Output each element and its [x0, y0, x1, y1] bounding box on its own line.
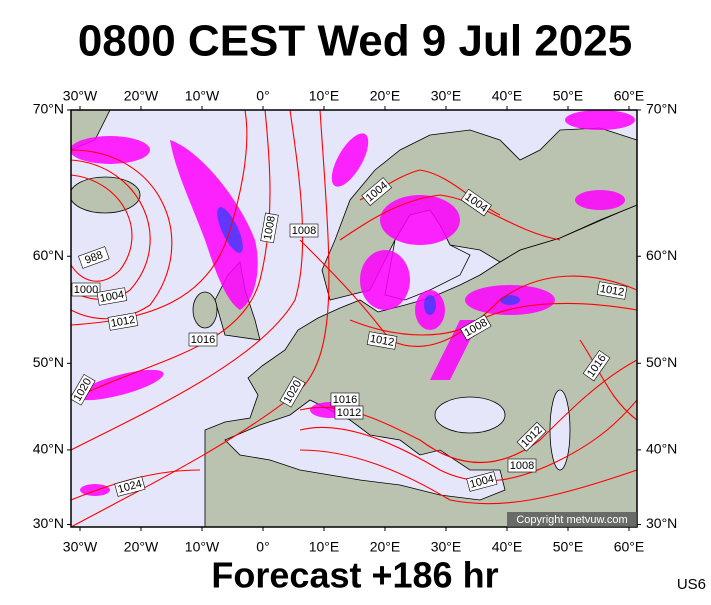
isobar-label: 1008 [289, 223, 319, 238]
lat-tick-label: 50°N [646, 354, 677, 370]
model-code: US6 [677, 576, 706, 593]
isobar-label-box [507, 458, 537, 473]
isobar-label-box [260, 212, 279, 244]
lat-tick-label: 70°N [33, 101, 64, 117]
lat-tick-label: 30°N [33, 515, 64, 531]
lon-tick-label: 50°E [553, 539, 584, 555]
isobar-label: 1004 [466, 471, 498, 492]
isobar-label-box [71, 282, 101, 297]
isobar-label: 1008 [260, 212, 279, 244]
isobar-label: 1000 [71, 282, 101, 297]
copyright-box [507, 512, 637, 527]
precipitation [71, 110, 635, 496]
graticule-ticks: 30°W 30°W 20°W 20°W 10°W 10°W 0° 0° 10°E 10°E 20°E… [33, 88, 678, 555]
lon-tick-label: 60°E [614, 88, 645, 104]
isobar-label-box [188, 332, 218, 347]
isobar-label-box [71, 373, 96, 406]
isobar-label-text: 1000 [74, 284, 98, 296]
isobar-label-box [289, 223, 319, 238]
lon-tick-label: 30°W [63, 539, 98, 555]
isobar-label: 1024 [114, 476, 146, 497]
lon-tick-label: 20°E [370, 88, 401, 104]
isobar-label-text: 1004 [99, 289, 125, 305]
lat-tick-label: 70°N [646, 101, 677, 117]
lat-tick-label: 30°N [646, 515, 677, 531]
isobar-label: 1016 [330, 392, 360, 407]
lon-tick-label: 30°E [431, 539, 462, 555]
isobar-label: 1008 [507, 458, 537, 473]
isobar-label-box [279, 375, 306, 408]
lat-tick-label: 60°N [33, 247, 64, 263]
isobar-label: 1004 [96, 287, 128, 306]
lon-tick-label: 10°W [185, 539, 220, 555]
isobar-label-text: 1012 [337, 407, 361, 419]
isobar-label-box [366, 331, 398, 350]
isobar-label-box [96, 287, 128, 306]
isobar-label-box [516, 421, 547, 452]
lon-tick-label: 20°E [370, 539, 401, 555]
lon-tick-label: 20°W [124, 88, 159, 104]
isobar-label: 988 [78, 246, 110, 269]
isobar-label-box [466, 471, 498, 492]
lon-tick-label: 30°E [431, 88, 462, 104]
isobar-label-box [459, 314, 492, 341]
isobar-label-text: 1016 [191, 334, 215, 346]
isobar-label-box [78, 246, 110, 269]
isobar-label-text: 988 [83, 249, 104, 267]
lat-tick-label: 40°N [646, 441, 677, 457]
lon-tick-label: 60°E [614, 539, 645, 555]
lon-tick-label: 40°E [492, 88, 523, 104]
lon-tick-label: 20°W [124, 539, 159, 555]
lon-tick-label: 10°W [185, 88, 220, 104]
isobar-label-box [114, 476, 146, 497]
lon-tick-label: 10°E [309, 88, 340, 104]
lon-tick-label: 30°W [63, 88, 98, 104]
isobar-label-text: 1012 [369, 333, 395, 349]
isobar-label-box [334, 405, 364, 420]
isobar-label-box [107, 312, 139, 331]
lat-tick-label: 40°N [33, 441, 64, 457]
lat-tick-label: 50°N [33, 354, 64, 370]
lon-tick-label: 0° [256, 88, 269, 104]
isobar-label-text: 1016 [333, 394, 357, 406]
isobar-label-box [582, 350, 611, 382]
lon-tick-label: 50°E [553, 88, 584, 104]
isobar-label-box [460, 188, 492, 217]
isobar-label-box [596, 281, 628, 300]
isobar-label: 1012 [366, 331, 398, 350]
lon-tick-label: 10°E [309, 539, 340, 555]
copyright: Copyright metvuw.com [516, 514, 627, 526]
isobar-label-text: 1012 [599, 283, 625, 299]
isobar-label-text: 1008 [262, 215, 278, 241]
isobar-label: 1012 [334, 405, 364, 420]
isobar-label-text: 1012 [110, 314, 136, 330]
isobar-label-box [361, 177, 393, 207]
lon-tick-label: 0° [256, 539, 269, 555]
map-frame [70, 109, 638, 528]
isobar-label-text: 1008 [510, 460, 534, 472]
isobar-label-text: 1008 [292, 225, 316, 237]
isobar-label: 1012 [107, 312, 139, 331]
title: 0800 CEST Wed 9 Jul 2025 [78, 17, 632, 66]
lat-tick-label: 60°N [646, 247, 677, 263]
isobar-label: 1016 [188, 332, 218, 347]
isobar-label: 1012 [596, 281, 628, 300]
forecast-hour: Forecast +186 hr [211, 555, 498, 596]
lon-tick-label: 40°E [492, 539, 523, 555]
